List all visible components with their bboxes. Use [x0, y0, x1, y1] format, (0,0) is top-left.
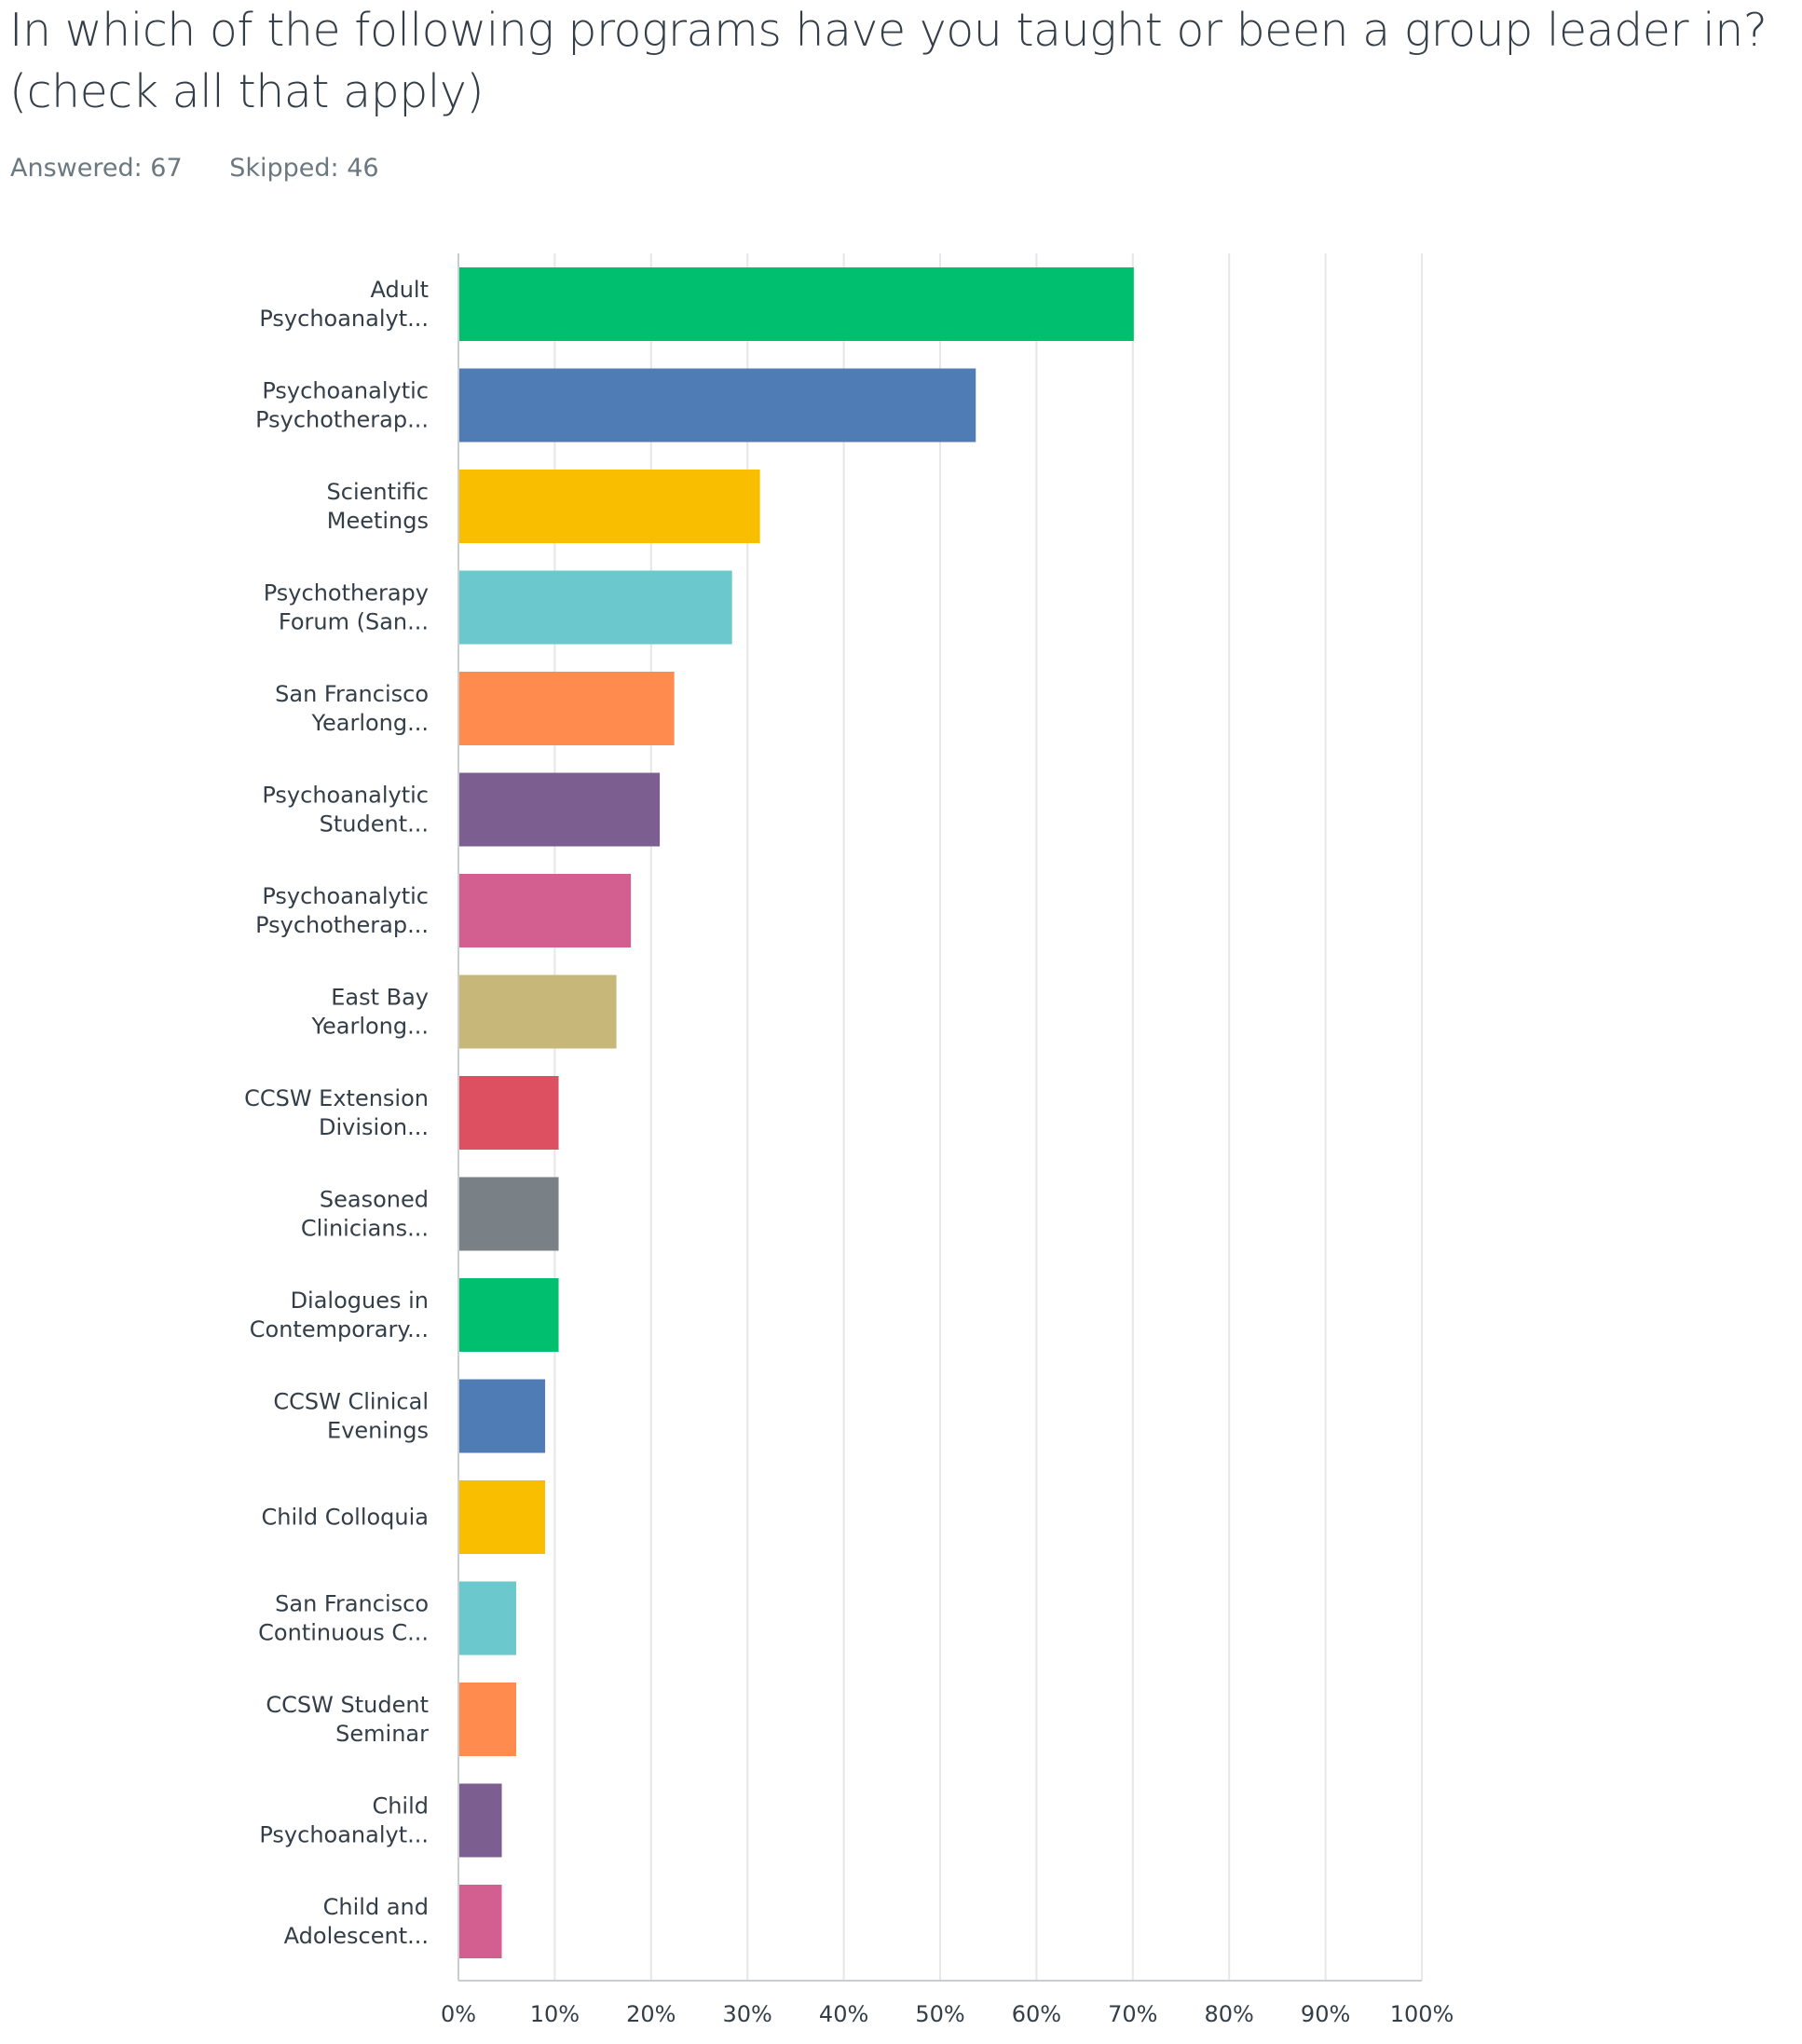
category-label: East Bay	[331, 985, 429, 1011]
category-label: Dialogues in	[291, 1288, 429, 1314]
category-label: CCSW Student	[266, 1692, 429, 1718]
bar	[458, 672, 675, 745]
question-title: In which of the following programs have …	[9, 4, 1768, 118]
x-tick-label: 80%	[1205, 2001, 1254, 2027]
bar	[458, 1581, 517, 1656]
category-label: San Francisco	[275, 681, 429, 707]
answered-stat: Answered: 67	[10, 154, 183, 183]
bar	[458, 772, 661, 847]
category-label: Continuous C...	[258, 1620, 429, 1646]
category-label: Meetings	[327, 508, 429, 534]
skipped-label: Skipped:	[229, 154, 339, 183]
category-label: Psychoanalytic	[262, 883, 429, 909]
bar	[458, 570, 732, 645]
category-label: Adult	[370, 277, 429, 303]
bar	[458, 1379, 546, 1453]
category-label: Yearlong...	[311, 710, 430, 736]
bar	[458, 1683, 517, 1756]
x-tick-label: 20%	[626, 2001, 676, 2027]
bar	[458, 470, 760, 543]
bar	[458, 1278, 559, 1352]
response-stats: Answered: 67 Skipped: 46	[10, 154, 418, 183]
bar	[458, 1177, 559, 1251]
category-label: Forum (San...	[279, 609, 429, 635]
category-label: Psychoanalyt...	[259, 306, 429, 332]
answered-value: 67	[150, 154, 183, 183]
category-label: Psychoanalytic	[262, 378, 429, 404]
axes	[457, 253, 1422, 1982]
category-label: Clinicians...	[301, 1216, 429, 1242]
tick-labels: 0% 10% 20% 30% 40% 50% 60% 70% 80% 90% 100%	[441, 2001, 1454, 2027]
bar	[458, 267, 1134, 341]
category-label: Evenings	[327, 1418, 429, 1444]
x-tick-label: 30%	[723, 2001, 772, 2027]
bar	[458, 1885, 502, 1958]
category-label: Division...	[319, 1114, 429, 1140]
x-tick-label: 40%	[819, 2001, 868, 2027]
bar	[458, 368, 976, 443]
category-label: Student...	[320, 811, 429, 838]
category-label: Psychotherap...	[255, 912, 429, 938]
category-label: CCSW Extension	[244, 1085, 429, 1111]
x-tick-label: 70%	[1108, 2001, 1157, 2027]
category-label: Yearlong...	[311, 1014, 430, 1040]
category-label: Child Colloquia	[262, 1505, 429, 1531]
category-label: CCSW Clinical	[273, 1389, 429, 1415]
category-label: Scientific	[327, 479, 429, 505]
category-label: San Francisco	[275, 1591, 429, 1617]
bar	[458, 1783, 502, 1858]
skipped-stat: Skipped: 46	[229, 154, 378, 183]
x-tick-label: 90%	[1301, 2001, 1350, 2027]
x-tick-label: 0%	[441, 2001, 476, 2027]
category-label: Contemporary...	[250, 1316, 429, 1342]
skipped-value: 46	[347, 154, 379, 183]
bar	[458, 1480, 546, 1554]
category-label: Psychoanalyt...	[259, 1822, 429, 1848]
bar	[458, 1076, 559, 1150]
category-label: Psychotherap...	[255, 407, 429, 433]
x-tick-label: 100%	[1390, 2001, 1454, 2027]
category-label: Psychoanalytic	[262, 783, 429, 809]
category-labels: Adult Psychoanalyt... Psychoanalytic Psycho…	[244, 277, 429, 1949]
category-label: Psychotherapy	[264, 580, 429, 606]
x-tick-label: 60%	[1012, 2001, 1061, 2027]
category-label: Seminar	[335, 1721, 429, 1747]
bars	[458, 267, 1134, 1958]
category-label: Adolescent...	[284, 1923, 429, 1949]
x-tick-label: 10%	[530, 2001, 580, 2027]
bar	[458, 974, 617, 1049]
category-label: Seasoned	[320, 1187, 429, 1213]
answered-label: Answered:	[10, 154, 143, 183]
category-label: Child	[372, 1793, 429, 1819]
x-tick-label: 50%	[915, 2001, 964, 2027]
category-label: Child and	[323, 1894, 429, 1920]
bar	[458, 874, 632, 947]
